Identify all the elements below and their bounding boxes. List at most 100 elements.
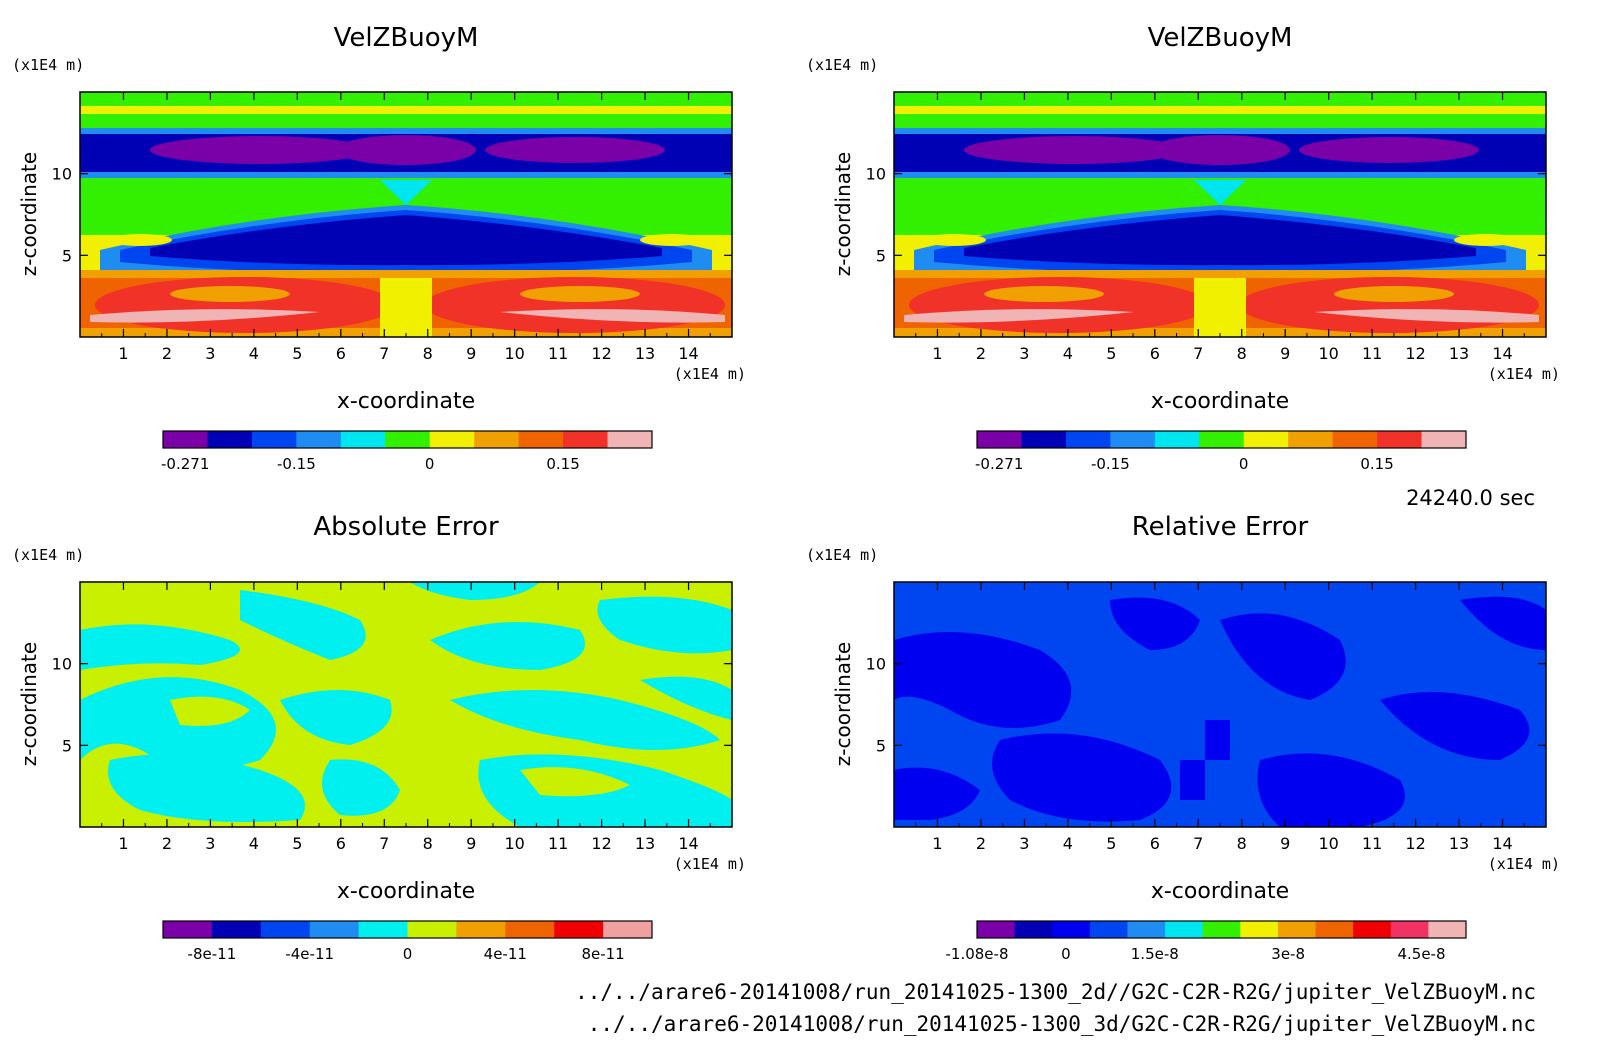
colorbar-tick-label: 0: [1061, 945, 1071, 963]
x-tick-label: 14: [678, 834, 698, 853]
colorbar-swatch: [407, 921, 457, 938]
colorbar-tick-label: -1.08e-8: [946, 945, 1009, 963]
x-tick-label: 8: [1237, 344, 1247, 363]
x-tick-label: 11: [1362, 344, 1382, 363]
x-tick-label: 8: [423, 344, 433, 363]
colorbar-swatch: [207, 431, 253, 448]
colorbar-swatch: [1390, 921, 1429, 938]
y-axis-label: z-coordinate: [17, 152, 41, 276]
panel-title: Absolute Error: [313, 512, 499, 542]
panel-velzbuoym-3d: VelZBuoyM (x1E4 m): [806, 23, 1560, 473]
x-tick-label: 3: [205, 344, 215, 363]
y-axis-label: z-coordinate: [831, 642, 855, 766]
colorbar-swatch: [518, 431, 564, 448]
x-tick-label: 11: [548, 834, 568, 853]
x-unit-label: (x1E4 m): [1488, 855, 1560, 873]
x-tick-label: 5: [292, 834, 302, 853]
colorbar-swatch: [1428, 921, 1467, 938]
colorbar-swatch: [554, 921, 604, 938]
colorbar-swatch: [1243, 431, 1289, 448]
x-tick-label: 13: [635, 834, 655, 853]
colorbar-swatch: [163, 921, 213, 938]
x-tick-label: 6: [336, 834, 346, 853]
y-tick-label: 5: [62, 246, 72, 265]
x-tick-label: 10: [1318, 344, 1338, 363]
time-label: 24240.0 sec: [1406, 486, 1535, 510]
colorbar-tick-label: 1.5e-8: [1131, 945, 1179, 963]
x-tick-label: 1: [118, 834, 128, 853]
x-tick-label: 4: [1063, 834, 1073, 853]
panel-title: Relative Error: [1132, 512, 1309, 542]
x-tick-label: 4: [1063, 344, 1073, 363]
x-tick-label: 2: [162, 344, 172, 363]
y-tick-label: 5: [876, 246, 886, 265]
x-tick-label: 1: [932, 834, 942, 853]
x-tick-label: 4: [249, 834, 259, 853]
colorbar-swatch: [1240, 921, 1279, 938]
y-axis-label: z-coordinate: [17, 642, 41, 766]
x-tick-label: 12: [1405, 344, 1425, 363]
colorbar-tick-label: 3e-8: [1271, 945, 1305, 963]
x-tick-label: 12: [1405, 834, 1425, 853]
x-tick-label: 8: [1237, 834, 1247, 853]
colorbar-swatch: [358, 921, 408, 938]
x-tick-label: 6: [1150, 344, 1160, 363]
x-tick-label: 13: [1449, 344, 1469, 363]
colorbar-tick-label: 4e-11: [484, 945, 527, 963]
colorbar-swatch: [1165, 921, 1204, 938]
colorbar-swatch: [260, 921, 311, 938]
colorbar-tick-label: 0: [1239, 455, 1249, 473]
colorbar-frame: [162, 920, 653, 939]
colorbar-swatch: [1353, 921, 1392, 938]
y-tick-label: 10: [52, 655, 72, 674]
colorbar-swatch: [1332, 431, 1378, 448]
panel-absolute-error: Absolute Error (x1E4 m) 1 2 3 4 5 6 7 8 9 10 11 12 1…: [12, 512, 746, 963]
y-tick-label: 10: [866, 165, 886, 184]
colorbar-swatch: [1089, 921, 1128, 938]
panel-velzbuoym-2d: VelZBuoyM (x1E4 m): [12, 23, 746, 473]
colorbar-swatch: [1021, 431, 1067, 448]
colorbar-tick-label: -0.15: [1091, 455, 1130, 473]
x-tick-label: 6: [336, 344, 346, 363]
y-unit-label: (x1E4 m): [806, 56, 878, 74]
colorbar-swatch: [1288, 431, 1334, 448]
colorbar-swatch: [1277, 921, 1317, 938]
colorbar-swatch: [429, 431, 475, 448]
colorbar-swatch: [1127, 921, 1166, 938]
y-unit-label: (x1E4 m): [806, 546, 878, 564]
x-tick-label: 3: [1019, 834, 1029, 853]
x-tick-label: 7: [1193, 344, 1203, 363]
file-path-2d: ../../arare6-20141008/run_20141025-1300_…: [575, 980, 1536, 1004]
y-tick-label: 5: [62, 736, 72, 755]
colorbar-swatch: [1065, 431, 1111, 448]
file-path-3d: ../../arare6-20141008/run_20141025-1300_…: [587, 1012, 1536, 1036]
x-tick-label: 10: [504, 834, 524, 853]
colorbar-tick-label: -8e-11: [188, 945, 237, 963]
colorbar-swatch: [977, 431, 1022, 448]
x-tick-label: 9: [1280, 834, 1290, 853]
colorbar-frame: [976, 920, 1467, 939]
x-tick-label: 1: [118, 344, 128, 363]
colorbar-swatch: [251, 431, 297, 448]
colorbar-swatch: [1315, 921, 1354, 938]
contour-field: [80, 92, 732, 337]
contour-field: [80, 582, 732, 827]
x-tick-label: 14: [1492, 834, 1512, 853]
colorbar-tick-label: 8e-11: [581, 945, 624, 963]
x-tick-label: 5: [1106, 344, 1116, 363]
y-tick-label: 5: [876, 736, 886, 755]
x-tick-label: 11: [548, 344, 568, 363]
y-tick-label: 10: [866, 655, 886, 674]
colorbar-swatch: [563, 431, 609, 448]
x-tick-label: 2: [162, 834, 172, 853]
x-unit-label: (x1E4 m): [1488, 365, 1560, 383]
colorbar-tick-label: -0.271: [161, 455, 209, 473]
colorbar-swatch: [1377, 431, 1423, 448]
x-tick-label: 5: [292, 344, 302, 363]
colorbar-swatch: [296, 431, 342, 448]
x-tick-label: 5: [1106, 834, 1116, 853]
y-axis-label: z-coordinate: [831, 152, 855, 276]
colorbar-swatch: [456, 921, 506, 938]
contour-field: [894, 582, 1546, 827]
contour-field: [894, 92, 1546, 337]
